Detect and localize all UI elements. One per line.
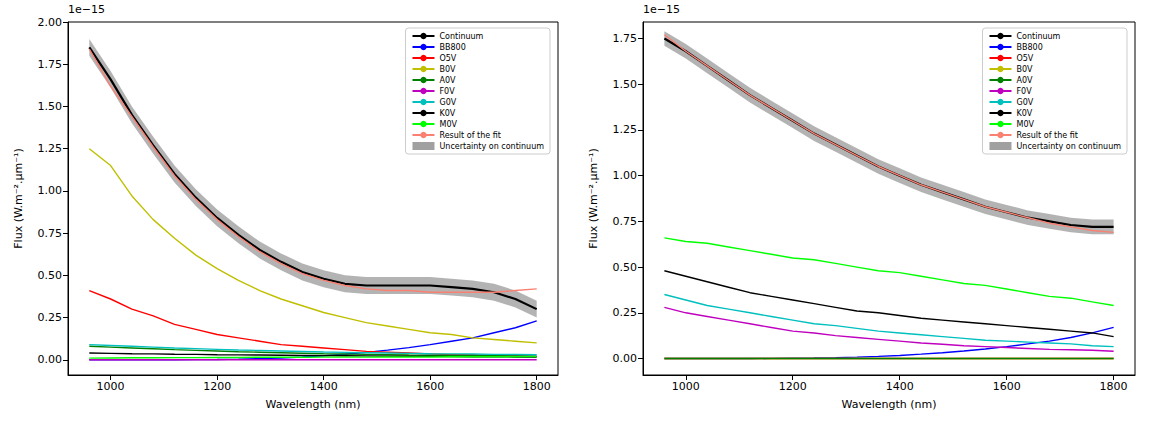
svg-text:0.00: 0.00 bbox=[613, 352, 638, 365]
svg-text:1800: 1800 bbox=[523, 380, 551, 393]
svg-text:1.75: 1.75 bbox=[613, 32, 638, 45]
svg-text:M0V: M0V bbox=[1016, 120, 1034, 129]
svg-text:1400: 1400 bbox=[886, 380, 914, 393]
svg-text:1400: 1400 bbox=[310, 380, 338, 393]
svg-text:O5V: O5V bbox=[439, 54, 456, 63]
svg-text:0.00: 0.00 bbox=[38, 353, 63, 366]
svg-text:A0V: A0V bbox=[439, 76, 456, 85]
svg-text:1200: 1200 bbox=[203, 380, 231, 393]
svg-text:1200: 1200 bbox=[779, 380, 807, 393]
svg-text:1.00: 1.00 bbox=[38, 184, 63, 197]
svg-text:0.25: 0.25 bbox=[613, 306, 638, 319]
svg-text:0.50: 0.50 bbox=[38, 269, 63, 282]
svg-text:Wavelength (nm): Wavelength (nm) bbox=[841, 398, 936, 411]
svg-text:BB800: BB800 bbox=[1016, 43, 1042, 52]
svg-text:Continuum: Continuum bbox=[1016, 32, 1060, 41]
svg-text:0.75: 0.75 bbox=[38, 227, 63, 240]
svg-text:0.50: 0.50 bbox=[613, 261, 638, 274]
svg-text:Uncertainty on continuum: Uncertainty on continuum bbox=[439, 142, 544, 151]
svg-text:K0V: K0V bbox=[1016, 109, 1032, 118]
svg-text:G0V: G0V bbox=[439, 98, 456, 107]
svg-text:1600: 1600 bbox=[993, 380, 1021, 393]
svg-text:A0V: A0V bbox=[1016, 76, 1033, 85]
svg-text:0.25: 0.25 bbox=[38, 311, 63, 324]
svg-text:1600: 1600 bbox=[416, 380, 444, 393]
svg-text:M0V: M0V bbox=[439, 120, 457, 129]
svg-text:Continuum: Continuum bbox=[439, 32, 483, 41]
svg-text:O5V: O5V bbox=[1016, 54, 1033, 63]
svg-text:2.00: 2.00 bbox=[38, 16, 63, 29]
svg-text:F0V: F0V bbox=[439, 87, 455, 96]
svg-text:1000: 1000 bbox=[97, 380, 125, 393]
svg-text:1.00: 1.00 bbox=[613, 169, 638, 182]
svg-text:1800: 1800 bbox=[1100, 380, 1128, 393]
svg-text:1.50: 1.50 bbox=[613, 78, 638, 91]
svg-text:K0V: K0V bbox=[439, 109, 455, 118]
svg-text:Result of the fit: Result of the fit bbox=[439, 131, 500, 140]
svg-text:Flux (W.m⁻².μm⁻¹): Flux (W.m⁻².μm⁻¹) bbox=[12, 148, 25, 248]
svg-text:Flux (W.m⁻².μm⁻¹): Flux (W.m⁻².μm⁻¹) bbox=[587, 148, 600, 248]
svg-text:G0V: G0V bbox=[1016, 98, 1033, 107]
svg-text:Uncertainty on continuum: Uncertainty on continuum bbox=[1016, 142, 1121, 151]
svg-text:B0V: B0V bbox=[1016, 65, 1033, 74]
svg-text:1000: 1000 bbox=[672, 380, 700, 393]
svg-text:1.25: 1.25 bbox=[613, 123, 638, 136]
svg-text:BB800: BB800 bbox=[439, 43, 465, 52]
svg-text:0.75: 0.75 bbox=[613, 215, 638, 228]
svg-text:Result of the fit: Result of the fit bbox=[1016, 131, 1077, 140]
svg-text:1.75: 1.75 bbox=[38, 58, 63, 71]
svg-text:F0V: F0V bbox=[1016, 87, 1032, 96]
svg-text:1e−15: 1e−15 bbox=[643, 3, 680, 16]
svg-text:1e−15: 1e−15 bbox=[68, 3, 105, 16]
svg-text:1.50: 1.50 bbox=[38, 100, 63, 113]
svg-text:Wavelength (nm): Wavelength (nm) bbox=[265, 398, 360, 411]
svg-text:B0V: B0V bbox=[439, 65, 456, 74]
svg-text:1.25: 1.25 bbox=[38, 142, 63, 155]
